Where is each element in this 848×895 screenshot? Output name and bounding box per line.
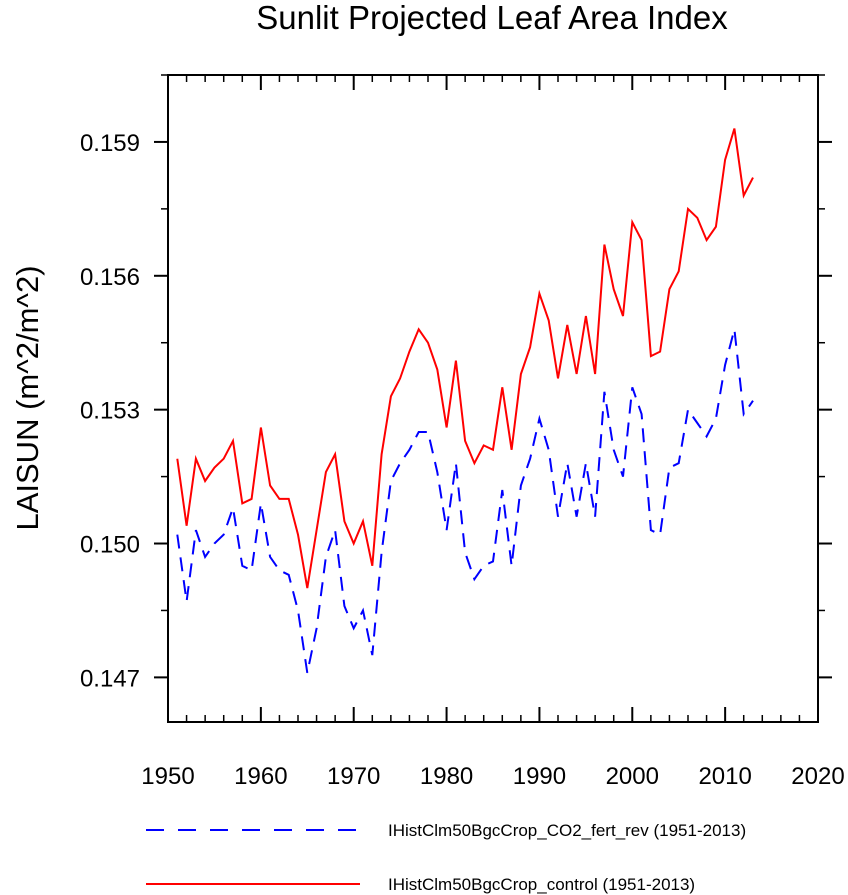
x-tick-label: 2010: [698, 763, 751, 790]
x-tick-label: 1990: [513, 763, 566, 790]
y-tick-label: 0.150: [80, 532, 140, 559]
series-lines: [176, 128, 754, 674]
x-tick-label: 1970: [327, 763, 380, 790]
x-tick-label: 2000: [606, 763, 659, 790]
x-tick-label: 1960: [234, 763, 287, 790]
axis-ticks: [154, 74, 832, 722]
y-tick-labels: 0.147 0.150 0.153 0.156 0.159: [80, 130, 140, 692]
y-tick-label: 0.147: [80, 665, 140, 692]
chart-title: Sunlit Projected Leaf Area Index: [256, 0, 728, 36]
x-tick-label: 1980: [420, 763, 473, 790]
y-tick-label: 0.156: [80, 264, 140, 291]
y-tick-label: 0.153: [80, 398, 140, 425]
y-axis-label: LAISUN (m^2/m^2): [10, 265, 45, 530]
legend: IHistClm50BgcCrop_CO2_fert_rev (1951-201…: [146, 821, 746, 894]
y-tick-label: 0.159: [80, 130, 140, 157]
series-line-1: [176, 329, 754, 674]
legend-label-1: IHistClm50BgcCrop_CO2_fert_rev (1951-201…: [388, 821, 746, 840]
legend-label-2: IHistClm50BgcCrop_control (1951-2013): [388, 875, 695, 894]
x-tick-label: 2020: [791, 763, 844, 790]
series-line-2: [176, 128, 754, 589]
x-tick-labels: 1950 1960 1970 1980 1990 2000 2010 2020: [141, 763, 844, 790]
x-tick-label: 1950: [141, 763, 194, 790]
plot-frame: [167, 74, 819, 723]
